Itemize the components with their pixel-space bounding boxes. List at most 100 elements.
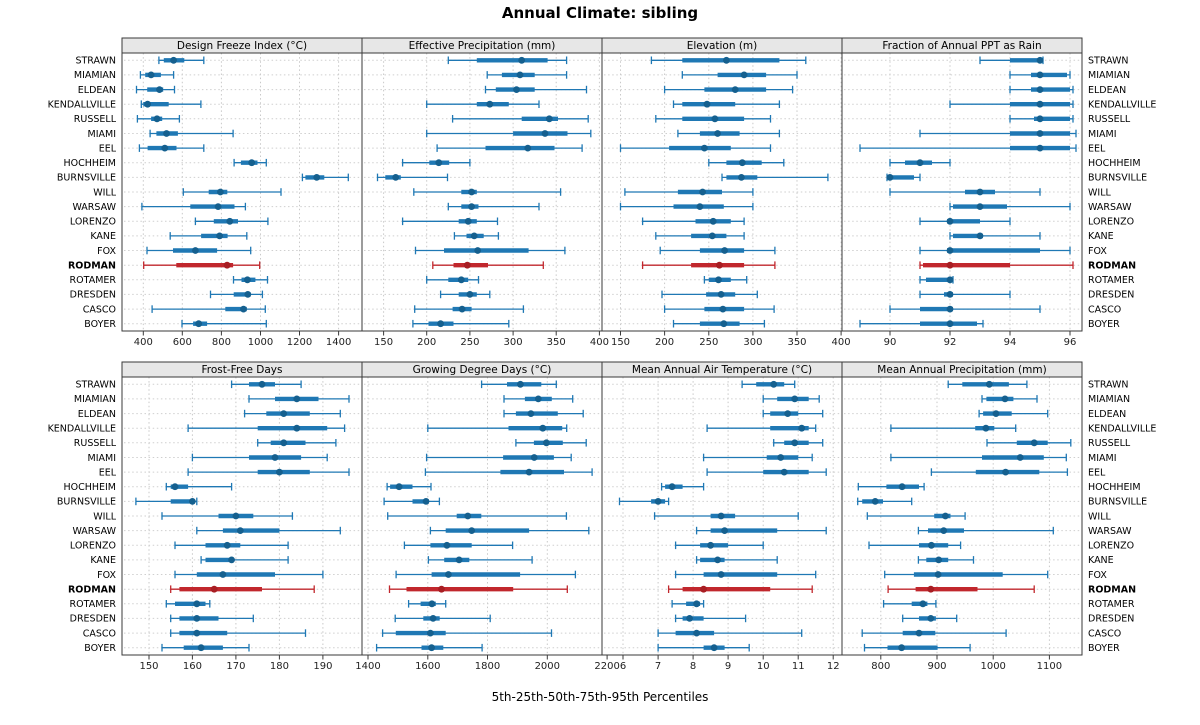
percentile-row xyxy=(447,202,540,211)
median-dot xyxy=(170,56,178,64)
median-dot xyxy=(699,188,706,196)
percentile-row xyxy=(857,482,925,491)
median-dot xyxy=(437,320,444,328)
panel-fraction-of-annual-ppt-as-rain: Fraction of Annual PPT as Rain 90 92 94 96 xyxy=(841,37,1083,348)
median-dot xyxy=(193,629,201,637)
median-dot xyxy=(693,629,700,637)
percentile-row xyxy=(151,305,266,313)
station-label: KENDALLVILLE xyxy=(1088,424,1156,435)
panel-data xyxy=(376,56,592,328)
percentile-row xyxy=(149,129,234,138)
median-dot xyxy=(455,556,463,564)
panel-data xyxy=(859,56,1077,328)
median-dot xyxy=(898,644,905,652)
axis-tick-label: 250 xyxy=(699,337,718,348)
median-dot xyxy=(539,424,547,432)
median-dot xyxy=(197,644,205,652)
station-label: STRAWN xyxy=(1088,56,1129,67)
panel-data xyxy=(618,380,827,652)
station-label: KANE xyxy=(90,555,116,566)
station-label: WILL xyxy=(1088,187,1111,198)
percentile-row xyxy=(1009,85,1074,94)
axis-tick-label: 190 xyxy=(313,661,332,672)
percentile-row xyxy=(480,380,557,389)
station-label: ELDEAN xyxy=(78,85,116,96)
station-label: BOYER xyxy=(1088,319,1120,330)
percentile-row xyxy=(641,217,745,226)
percentile-row xyxy=(868,541,962,550)
axis-tick-label: 170 xyxy=(226,661,245,672)
median-dot xyxy=(711,115,719,123)
median-dot xyxy=(223,261,231,269)
station-label: FOX xyxy=(97,570,116,581)
median-dot xyxy=(392,174,400,181)
percentile-row xyxy=(663,305,775,313)
gridlines xyxy=(604,377,840,655)
median-dot xyxy=(470,232,478,240)
median-dot xyxy=(293,395,301,403)
percentile-row xyxy=(978,409,1049,418)
median-dot xyxy=(445,571,452,578)
median-dot xyxy=(709,217,717,225)
axis-tick-label: 90 xyxy=(884,337,897,348)
median-dot xyxy=(668,483,676,491)
median-dot xyxy=(731,86,739,93)
median-dot xyxy=(717,512,725,520)
station-labels-band0: STRAWN STRAWN MIAMIAN MIAMIAN ELDEAN ELDEAN KE… xyxy=(48,56,1157,330)
station-label: EEL xyxy=(99,467,117,478)
median-dot xyxy=(976,203,984,211)
percentile-row xyxy=(451,115,589,123)
axis-tick-label: 8 xyxy=(690,661,696,672)
median-dot xyxy=(271,454,279,461)
median-dot xyxy=(428,644,435,652)
percentile-row xyxy=(170,585,315,593)
percentile-row xyxy=(695,526,827,535)
median-dot xyxy=(919,600,927,608)
median-dot xyxy=(428,600,436,608)
median-dot xyxy=(942,512,949,520)
station-label: RODMAN xyxy=(68,585,116,596)
station-label: KENDALLVILLE xyxy=(48,100,116,111)
percentile-row xyxy=(902,614,958,623)
x-axis: 6 7 8 9 10 11 12 xyxy=(620,655,840,672)
median-dot xyxy=(534,395,542,403)
station-label: KENDALLVILLE xyxy=(1088,100,1156,111)
station-label: BURNSVILLE xyxy=(57,497,116,508)
median-dot xyxy=(193,600,201,608)
median-dot xyxy=(214,203,222,211)
percentile-row xyxy=(1009,71,1071,79)
percentile-row xyxy=(949,232,1041,240)
axis-tick-label: 150 xyxy=(611,337,630,348)
percentile-row xyxy=(230,380,302,389)
median-dot xyxy=(435,159,443,167)
panel-elevation-m: Elevation (m) 150 200 250 300 350 400 xyxy=(601,37,851,348)
panel-title: Elevation (m) xyxy=(687,40,758,52)
percentile-row xyxy=(986,439,1072,447)
median-dot xyxy=(946,261,954,269)
median-dot xyxy=(248,159,256,167)
percentile-row xyxy=(947,380,1028,389)
percentile-row xyxy=(663,85,794,94)
station-label: EEL xyxy=(99,143,117,154)
axis-tick-label: 1000 xyxy=(980,661,1005,672)
median-dot xyxy=(438,585,445,593)
percentile-row xyxy=(140,100,202,108)
percentile-row xyxy=(672,100,781,108)
median-dot xyxy=(703,100,711,108)
median-dot xyxy=(518,56,526,64)
median-dot xyxy=(1036,56,1044,64)
axis-tick-label: 300 xyxy=(504,337,523,348)
median-dot xyxy=(946,217,954,225)
panel-data xyxy=(135,380,350,652)
median-dot xyxy=(525,468,533,476)
panel-title: Growing Degree Days (°C) xyxy=(413,364,552,376)
median-dot xyxy=(946,305,954,313)
percentile-row xyxy=(170,629,307,637)
median-dot xyxy=(517,380,524,388)
percentile-row xyxy=(762,409,824,418)
gridlines xyxy=(844,53,1080,331)
station-label: WARSAW xyxy=(1088,526,1132,537)
median-dot xyxy=(770,380,778,388)
axis-tick-label: 1800 xyxy=(475,661,500,672)
station-label: ELDEAN xyxy=(1088,85,1126,96)
